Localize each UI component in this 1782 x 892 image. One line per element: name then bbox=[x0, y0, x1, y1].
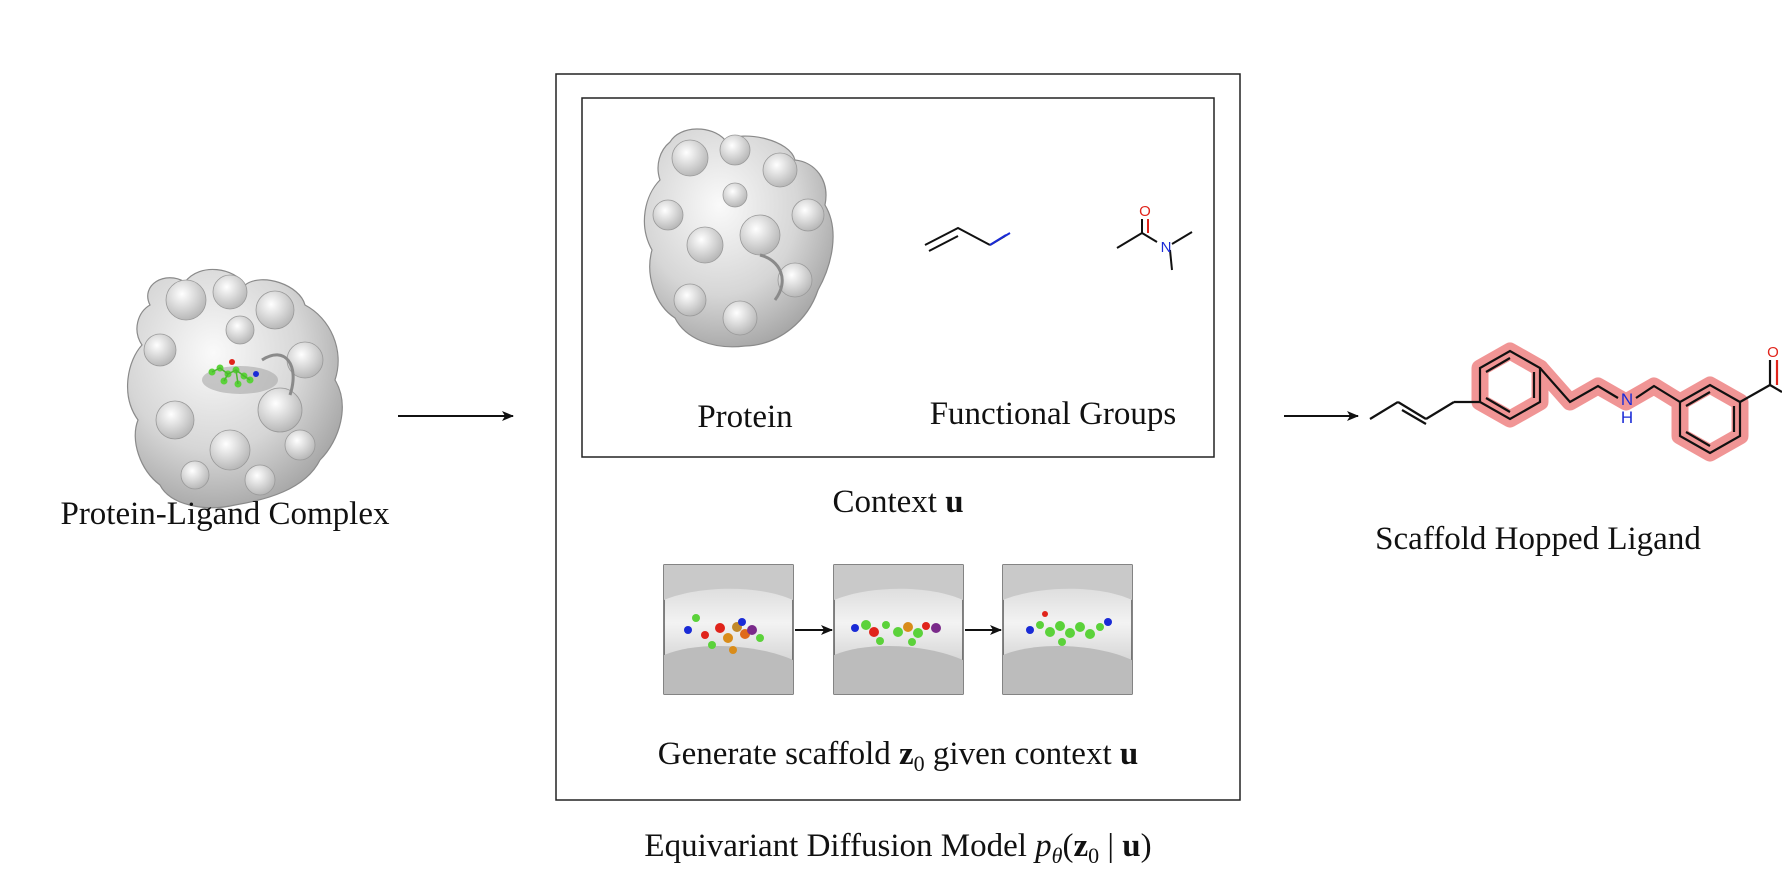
generation-caption: Generate scaffold z0 given context u bbox=[658, 736, 1138, 776]
scaffold-ligand-icon bbox=[1369, 349, 1782, 455]
context-box bbox=[581, 97, 1215, 458]
complex-ligand-icon bbox=[208, 359, 259, 388]
ligand-amine-h-label: H bbox=[1621, 408, 1633, 427]
functional-groups-label: Functional Groups bbox=[930, 396, 1177, 432]
pocket-snapshot-3 bbox=[1002, 564, 1133, 695]
ligand-oxygen-label: O bbox=[1767, 344, 1779, 361]
amide-nitrogen-label: N bbox=[1161, 239, 1172, 256]
complex-protein-surface-icon bbox=[127, 268, 343, 509]
functional-group-alkene-icon bbox=[924, 226, 1011, 252]
protein-label: Protein bbox=[697, 399, 792, 435]
scaffold-highlight bbox=[1471, 342, 1749, 462]
model-label: Equivariant Diffusion Model pθ(z0 | u) bbox=[644, 828, 1151, 868]
pocket-snapshot-1 bbox=[663, 564, 794, 695]
amide-oxygen-label: O bbox=[1139, 203, 1151, 220]
ligand-amine-label: N bbox=[1621, 390, 1633, 409]
model-box bbox=[555, 73, 1241, 801]
context-protein-surface-icon bbox=[643, 128, 834, 348]
functional-group-amide-icon: O N bbox=[1116, 203, 1193, 271]
pocket-snapshot-2 bbox=[833, 564, 964, 695]
output-label: Scaffold Hopped Ligand bbox=[1375, 521, 1701, 557]
complex-label: Protein-Ligand Complex bbox=[60, 496, 390, 532]
context-title: Context u bbox=[832, 484, 963, 520]
